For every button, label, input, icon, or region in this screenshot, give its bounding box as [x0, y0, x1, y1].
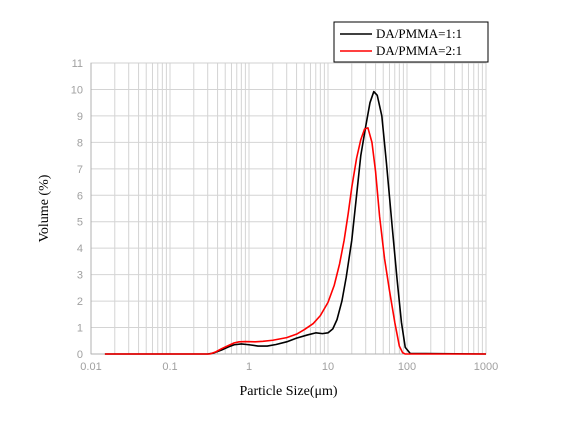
y-tick-label: 6 — [77, 190, 83, 202]
legend-label-series-2: DA/PMMA=2:1 — [376, 43, 462, 58]
y-tick-label: 4 — [77, 243, 83, 255]
y-tick-label: 2 — [77, 296, 83, 308]
y-tick-label: 0 — [77, 349, 83, 361]
x-axis-tick-labels: 0.01 0.1 1 10 100 1000 — [80, 361, 498, 373]
x-tick-label: 1000 — [474, 361, 498, 373]
y-axis-title: Volume (%) — [37, 174, 52, 242]
legend-label-series-1: DA/PMMA=1:1 — [376, 26, 462, 41]
chart-series — [104, 90, 487, 355]
x-tick-label: 1 — [246, 361, 252, 373]
y-tick-label: 5 — [77, 217, 83, 229]
y-tick-label: 8 — [77, 137, 83, 149]
x-tick-label: 0.01 — [80, 361, 101, 373]
chart-grid — [90, 62, 486, 355]
x-axis-title: Particle Size(μm) — [239, 384, 337, 399]
x-tick-label: 10 — [322, 361, 334, 373]
chart-legend: DA/PMMA=1:1 DA/PMMA=2:1 — [333, 21, 489, 63]
y-tick-label: 9 — [77, 111, 83, 123]
y-tick-label: 1 — [77, 323, 83, 335]
chart-axes — [90, 62, 487, 355]
y-tick-label: 7 — [77, 164, 83, 176]
plot-area-frame — [90, 62, 487, 355]
y-tick-label: 10 — [71, 84, 83, 96]
series-line-1 — [104, 90, 487, 355]
legend-box — [333, 21, 489, 63]
series-line-2 — [104, 127, 486, 355]
x-tick-label: 100 — [398, 361, 416, 373]
x-tick-label: 0.1 — [162, 361, 177, 373]
y-tick-label: 3 — [77, 270, 83, 282]
y-tick-label: 11 — [72, 58, 83, 70]
y-axis-tick-labels: 0 1 2 3 4 5 6 7 8 9 10 11 — [71, 58, 83, 361]
